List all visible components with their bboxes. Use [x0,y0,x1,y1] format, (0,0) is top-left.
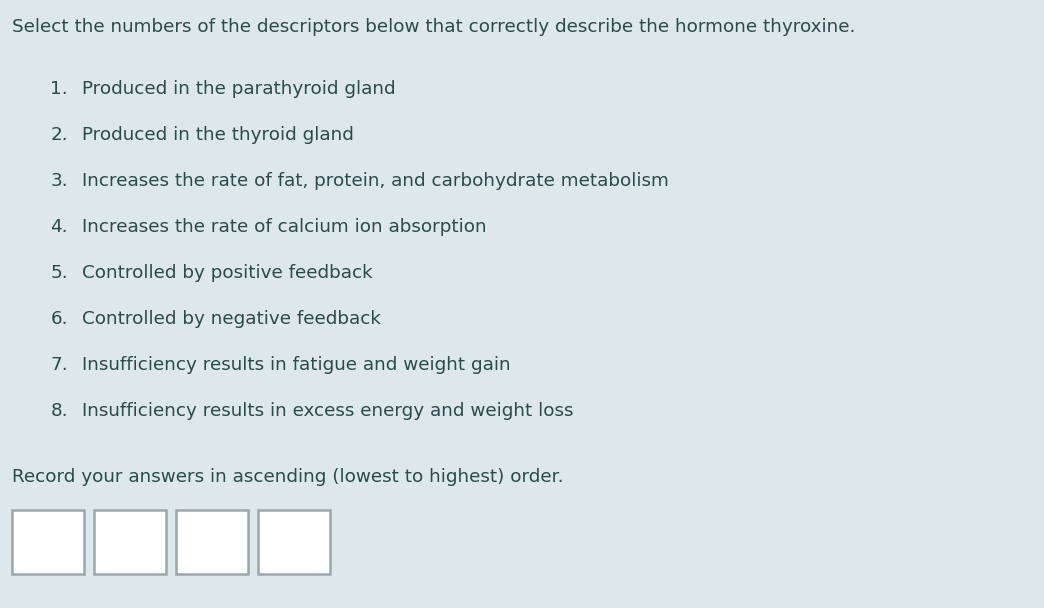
Text: Controlled by negative feedback: Controlled by negative feedback [82,310,381,328]
Text: 4.: 4. [50,218,68,236]
Text: 3.: 3. [50,172,68,190]
Text: Increases the rate of fat, protein, and carbohydrate metabolism: Increases the rate of fat, protein, and … [82,172,669,190]
Text: Select the numbers of the descriptors below that correctly describe the hormone : Select the numbers of the descriptors be… [11,18,855,36]
FancyBboxPatch shape [94,510,166,574]
Text: Record your answers in ascending (lowest to highest) order.: Record your answers in ascending (lowest… [11,468,564,486]
Text: Insufficiency results in excess energy and weight loss: Insufficiency results in excess energy a… [82,402,573,420]
Text: 7.: 7. [50,356,68,374]
Text: 1.: 1. [50,80,68,98]
Text: 6.: 6. [50,310,68,328]
Text: Insufficiency results in fatigue and weight gain: Insufficiency results in fatigue and wei… [82,356,511,374]
Text: Controlled by positive feedback: Controlled by positive feedback [82,264,373,282]
Text: 8.: 8. [50,402,68,420]
Text: 2.: 2. [50,126,68,144]
Text: Produced in the parathyroid gland: Produced in the parathyroid gland [82,80,396,98]
Text: Produced in the thyroid gland: Produced in the thyroid gland [82,126,354,144]
Text: Increases the rate of calcium ion absorption: Increases the rate of calcium ion absorp… [82,218,487,236]
FancyBboxPatch shape [11,510,84,574]
Text: 5.: 5. [50,264,68,282]
FancyBboxPatch shape [176,510,248,574]
FancyBboxPatch shape [258,510,330,574]
